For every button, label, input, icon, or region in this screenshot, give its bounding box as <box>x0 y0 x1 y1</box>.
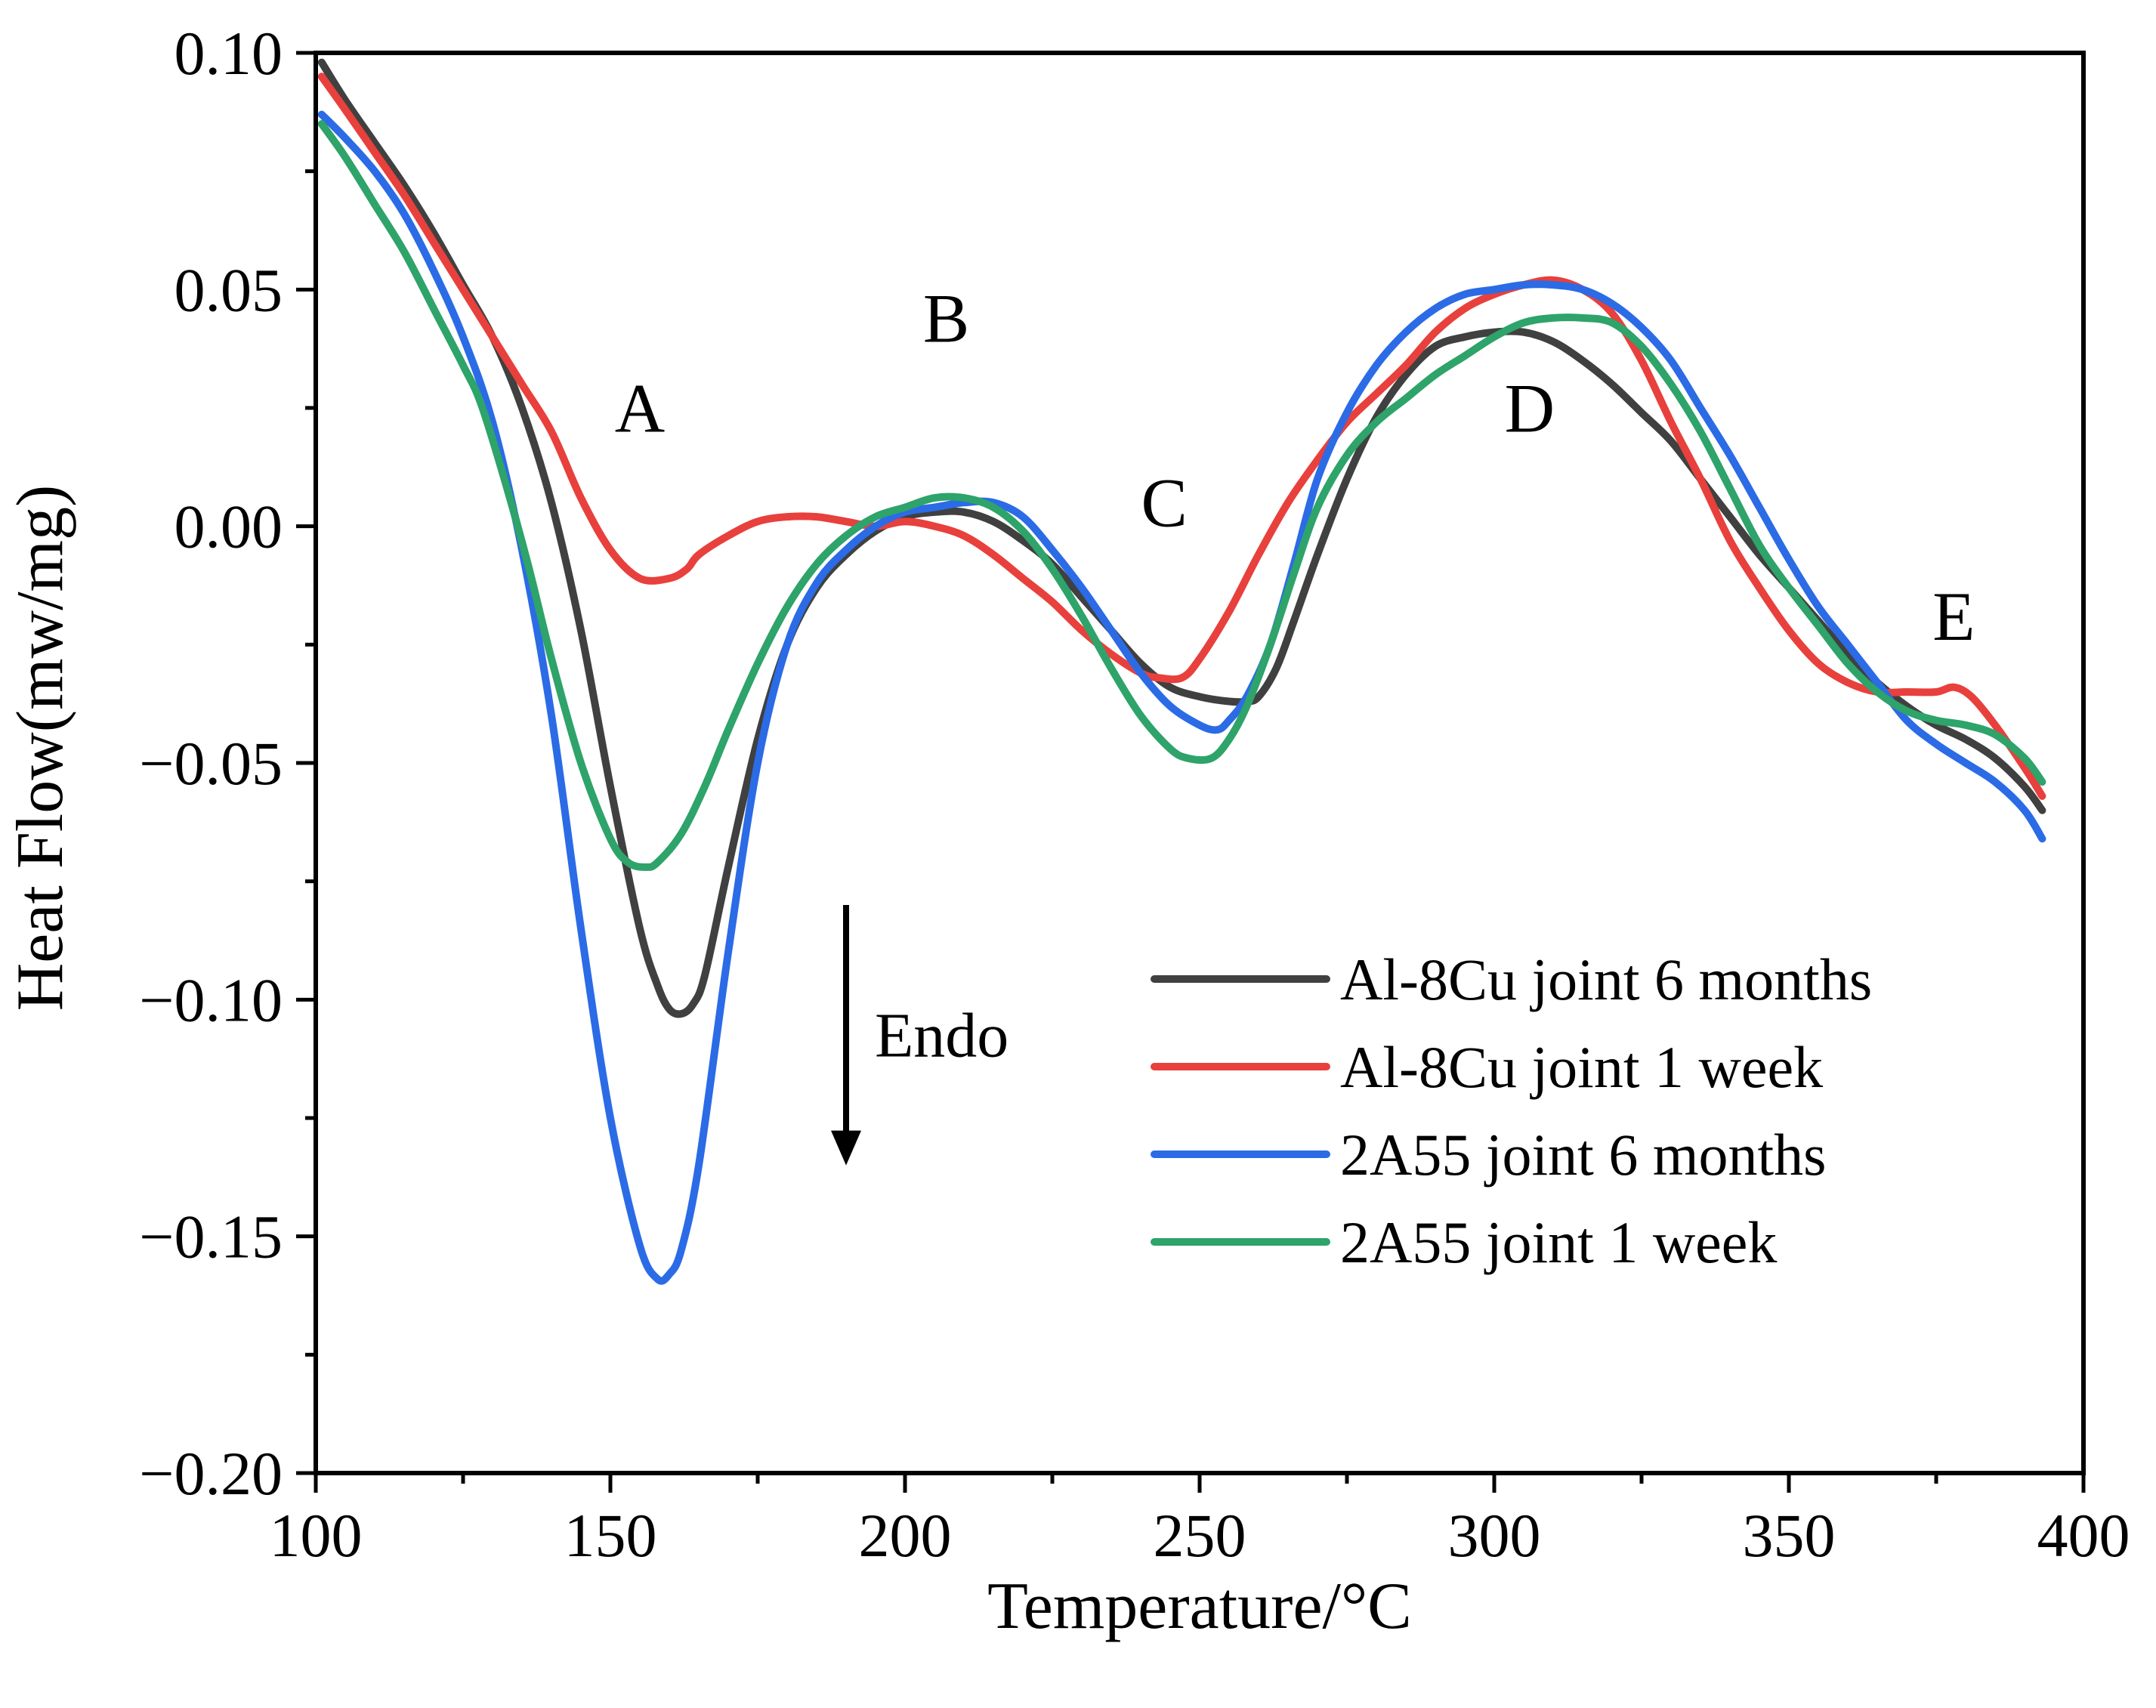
peak-annotations: A B C D E <box>615 280 1975 655</box>
series-line-4 <box>317 120 2046 871</box>
x-tick-label: 150 <box>564 1501 657 1570</box>
y-tick-label: −0.15 <box>139 1203 283 1271</box>
y-tick-label: 0.05 <box>175 255 283 324</box>
x-tick-label: 300 <box>1448 1501 1541 1570</box>
axis-tick-labels: 100 150 200 250 300 350 400 0.10 0.05 0.00 −0.05 −0… <box>139 19 2130 1570</box>
endo-arrow-head <box>831 1130 861 1166</box>
legend-label-3: 2A55 joint 6 months <box>1340 1122 1827 1188</box>
peak-label-e: E <box>1932 578 1975 655</box>
y-tick-label: −0.20 <box>139 1439 283 1508</box>
plot-frame <box>314 51 2086 1475</box>
y-tick-label: 0.10 <box>175 19 283 88</box>
peak-label-a: A <box>615 369 665 446</box>
x-tick-label: 200 <box>859 1501 952 1570</box>
series-layer <box>317 58 2046 1285</box>
y-tick-label: −0.05 <box>139 729 283 798</box>
endo-arrow: Endo <box>831 905 1009 1166</box>
y-axis-title: Heat Flow(mw/mg) <box>4 485 77 1012</box>
peak-label-d: D <box>1505 369 1555 446</box>
x-tick-label: 400 <box>2037 1501 2130 1570</box>
peak-label-c: C <box>1141 465 1188 542</box>
x-axis-title: Temperature/°C <box>987 1570 1412 1643</box>
series-line-2 <box>317 73 2046 800</box>
y-tick-label: 0.00 <box>175 493 283 561</box>
legend-label-1: Al-8Cu joint 6 months <box>1340 947 1872 1012</box>
peak-label-b: B <box>923 280 969 357</box>
endo-label: Endo <box>875 1000 1009 1070</box>
x-tick-label: 100 <box>270 1501 363 1570</box>
y-tick-label: −0.10 <box>139 965 283 1034</box>
legend: Al-8Cu joint 6 months Al-8Cu joint 1 week… <box>1151 947 1872 1275</box>
legend-label-2: Al-8Cu joint 1 week <box>1340 1034 1823 1100</box>
legend-label-4: 2A55 joint 1 week <box>1340 1209 1777 1275</box>
x-tick-label: 250 <box>1154 1501 1246 1570</box>
x-tick-label: 350 <box>1743 1501 1836 1570</box>
series-line-3 <box>317 110 2046 1285</box>
